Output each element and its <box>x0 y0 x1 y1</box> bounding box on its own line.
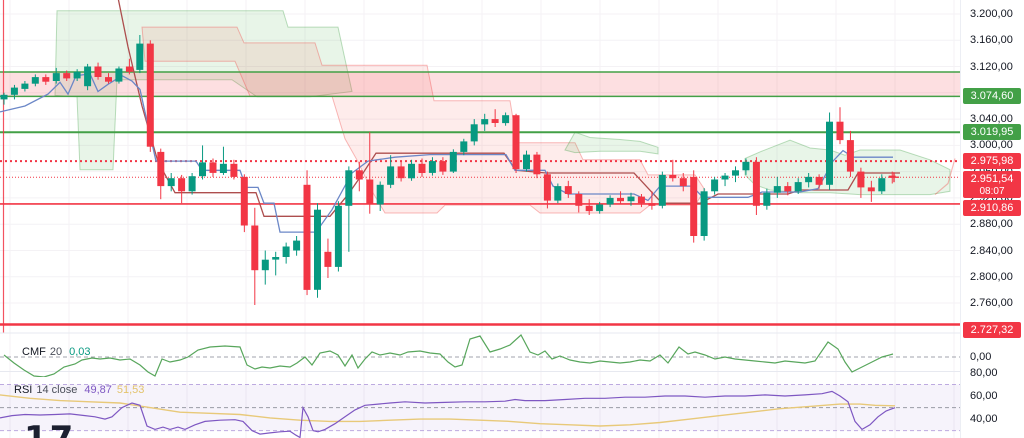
tradingview-logo[interactable]: 17 <box>24 419 75 438</box>
rsi-axis-tick: 80,00 <box>970 367 998 379</box>
rsi-param: 14 close <box>36 384 78 396</box>
price-pane[interactable] <box>0 0 960 333</box>
cmf-title: CMF <box>22 346 46 358</box>
countdown-timer: 08:07 <box>979 186 1005 198</box>
supply-zone[interactable] <box>0 72 960 97</box>
price-badge-red: 2.727,32 <box>963 321 1021 338</box>
rsi-pane[interactable] <box>0 384 960 438</box>
rsi-indicator-legend[interactable]: RSI 14 close 49,87 51,53 <box>14 384 144 396</box>
price-badge-green: 3.019,95 <box>963 124 1021 141</box>
cmf-pane[interactable] <box>0 334 960 377</box>
rsi-value: 49,87 <box>84 384 112 396</box>
price-axis-tick: 2.880,00 <box>970 218 1013 231</box>
price-axis[interactable]: 3.200,003.160,003.120,003.080,003.040,00… <box>960 0 1024 438</box>
price-axis-tick: 3.040,00 <box>970 113 1013 126</box>
price-badge-red: 2.910,86 <box>963 199 1021 216</box>
cmf-indicator-legend[interactable]: CMF 20 0,03 <box>22 346 91 358</box>
cmf-value: 0,03 <box>69 346 91 358</box>
tenkan-line <box>0 73 893 233</box>
candlestick-series[interactable] <box>0 35 896 305</box>
price-badge-current: 2.951,54 08:07 <box>963 171 1021 199</box>
rsi-line <box>0 390 896 438</box>
price-badge-red: 2.975,98 <box>963 153 1021 170</box>
price-axis-tick: 2.760,00 <box>970 297 1013 309</box>
cmf-param: 20 <box>49 346 63 358</box>
price-axis-tick: 3.160,00 <box>970 34 1013 47</box>
price-axis-tick: 2.800,00 <box>970 270 1013 283</box>
rsi-axis-tick: 40,00 <box>970 413 998 426</box>
cmf-axis-tick: 0,00 <box>970 351 992 363</box>
price-axis-tick: 3.200,00 <box>970 8 1013 20</box>
cmf-line <box>3 334 894 377</box>
price-axis-tick: 3.000,00 <box>970 139 1013 152</box>
grid-lines <box>0 0 960 438</box>
price-level-lines[interactable] <box>0 0 960 333</box>
rsi-axis-tick: 60,00 <box>970 390 998 402</box>
price-axis-tick: 2.840,00 <box>970 244 1013 257</box>
price-axis-tick: 3.120,00 <box>970 60 1013 73</box>
rsi-title: RSI <box>14 384 33 396</box>
rsi-ma-line <box>0 394 896 427</box>
price-badge-green: 3.074,60 <box>963 88 1021 105</box>
current-price-marker <box>889 172 899 183</box>
rsi-ma-value: 51,53 <box>116 384 145 396</box>
